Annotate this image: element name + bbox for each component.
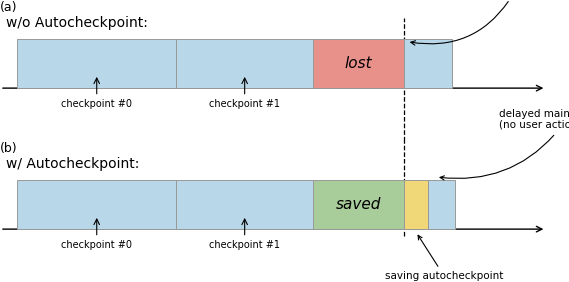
Bar — [404, 180, 428, 229]
Text: saved: saved — [336, 197, 381, 212]
Text: checkpoint #0: checkpoint #0 — [61, 100, 132, 109]
Bar — [313, 180, 404, 229]
Text: (b): (b) — [0, 142, 18, 155]
Bar — [313, 39, 404, 88]
Text: checkpoint #1: checkpoint #1 — [209, 240, 280, 250]
Text: lost: lost — [345, 56, 372, 71]
Bar — [176, 39, 313, 88]
Bar — [428, 180, 455, 229]
Bar — [17, 180, 176, 229]
Bar — [17, 39, 176, 88]
Text: delayed maintenance
(no user actions required): delayed maintenance (no user actions req… — [440, 109, 569, 180]
Text: checkpoint #1: checkpoint #1 — [209, 100, 280, 109]
Bar — [404, 39, 452, 88]
Text: (a): (a) — [0, 1, 18, 14]
Text: checkpoint #0: checkpoint #0 — [61, 240, 132, 250]
Text: w/ Autocheckpoint:: w/ Autocheckpoint: — [6, 157, 139, 171]
Text: maintenance: maintenance — [411, 0, 551, 45]
Text: w/o Autocheckpoint:: w/o Autocheckpoint: — [6, 16, 147, 30]
Bar — [176, 180, 313, 229]
Text: saving autocheckpoint: saving autocheckpoint — [385, 235, 504, 281]
